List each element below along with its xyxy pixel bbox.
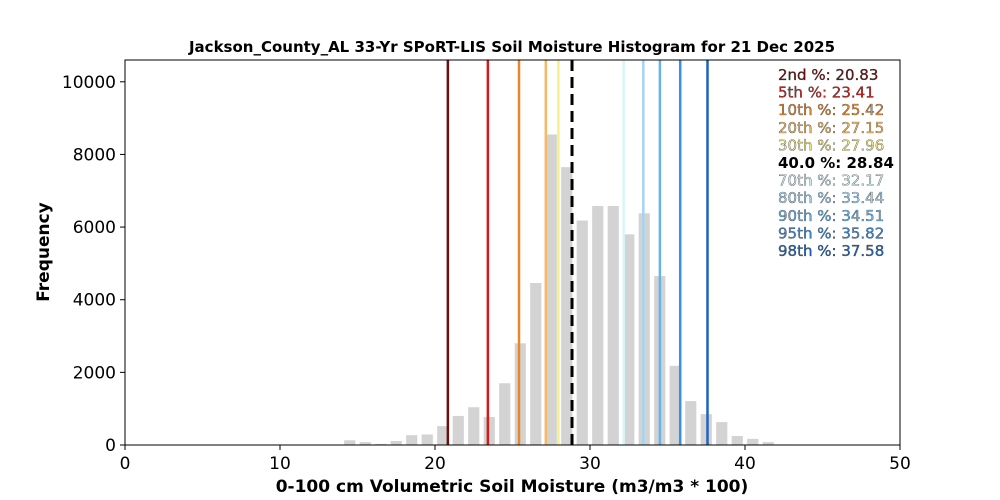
x-tick-label-4: 40 (734, 454, 756, 474)
histogram-bar-11 (499, 383, 511, 445)
legend-entry-8: 90th %: 34.51 (778, 207, 884, 225)
histogram-bar-28 (762, 442, 774, 445)
histogram-bar-25 (716, 422, 728, 445)
legend-entry-10: 98th %: 37.58 (778, 242, 884, 260)
legend-entry-5: 40.0 %: 28.84 (778, 154, 894, 172)
percentile-lines (446, 60, 709, 445)
y-tick-label-0: 0 (105, 436, 116, 456)
x-axis-label: 0-100 cm Volumetric Soil Moisture (m3/m3… (276, 477, 749, 497)
histogram-bar-10 (483, 417, 495, 445)
histogram-bar-2 (359, 442, 371, 445)
legend-entry-3: 20th %: 27.15 (778, 119, 884, 137)
y-tick-label-3: 6000 (73, 218, 116, 238)
x-tick-label-2: 20 (424, 454, 446, 474)
histogram-bar-19 (623, 234, 635, 445)
legend-entry-9: 95th %: 35.82 (778, 224, 884, 242)
x-tick-label-1: 10 (269, 454, 291, 474)
x-tick-label-3: 30 (579, 454, 601, 474)
histogram-bar-14 (545, 134, 557, 445)
histogram-bar-15 (561, 167, 573, 445)
histogram-bar-3 (375, 443, 387, 445)
histogram-bar-23 (685, 401, 697, 445)
histogram-bar-16 (576, 220, 588, 445)
legend-entry-1: 5th %: 23.41 (778, 84, 875, 102)
legend-entry-6: 70th %: 32.17 (778, 172, 884, 190)
y-tick-label-4: 8000 (73, 145, 116, 165)
histogram-bar-5 (406, 435, 418, 445)
y-tick-label-1: 2000 (73, 363, 116, 383)
histogram-bar-1 (344, 440, 356, 445)
histogram-bar-27 (747, 438, 759, 445)
x-tick-label-0: 0 (120, 454, 131, 474)
histogram-bar-9 (468, 407, 480, 445)
legend-entry-0: 2nd %: 20.83 (778, 66, 878, 84)
legend-entry-2: 10th %: 25.42 (778, 101, 884, 119)
legend-entry-4: 30th %: 27.96 (778, 136, 884, 154)
histogram-bar-22 (669, 365, 681, 445)
histogram-bar-17 (592, 206, 604, 445)
y-axis-label: Frequency (34, 202, 54, 302)
chart-title: Jackson_County_AL 33-Yr SPoRT-LIS Soil M… (188, 38, 835, 56)
y-axis-ticks: 0 2000 4000 6000 8000 10000 (62, 73, 125, 456)
plot-frame (124, 59, 901, 446)
x-tick-label-5: 50 (889, 454, 911, 474)
histogram-bar-7 (437, 426, 449, 445)
legend-entry-7: 80th %: 33.44 (778, 189, 884, 207)
histogram-bar-6 (421, 434, 433, 445)
histogram-bar-8 (452, 415, 464, 445)
histogram-bar-13 (530, 283, 542, 445)
x-axis-ticks: 0 10 20 30 40 50 (120, 445, 911, 474)
y-tick-label-2: 4000 (73, 291, 116, 311)
y-tick-label-5: 10000 (62, 73, 116, 93)
histogram-bar-4 (390, 441, 402, 445)
histogram-bar-26 (731, 435, 743, 445)
histogram-bar-18 (607, 206, 619, 445)
